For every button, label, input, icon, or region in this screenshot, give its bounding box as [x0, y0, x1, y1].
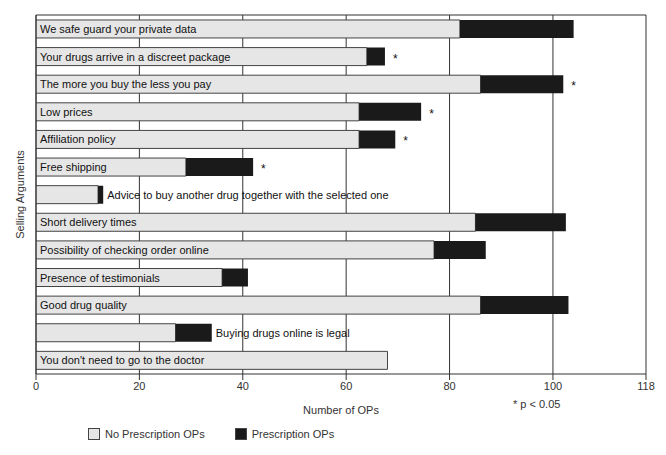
- svg-text:60: 60: [340, 380, 352, 392]
- svg-text:100: 100: [544, 380, 562, 392]
- svg-text:Advice to buy another drug tog: Advice to buy another drug together with…: [107, 189, 388, 201]
- svg-text:Free shipping: Free shipping: [40, 161, 107, 173]
- svg-text:Number of OPs: Number of OPs: [303, 404, 379, 416]
- svg-text:0: 0: [33, 380, 39, 392]
- svg-text:Affiliation policy: Affiliation policy: [40, 133, 116, 145]
- svg-text:*: *: [571, 79, 576, 93]
- svg-text:The more you buy the less you: The more you buy the less you pay: [40, 78, 212, 90]
- html-text:Prescription OPs: Prescription OPs: [251, 428, 335, 440]
- html-text:No Prescription OPs: No Prescription OPs: [105, 428, 205, 440]
- svg-text:Presence of testimonials: Presence of testimonials: [40, 272, 160, 284]
- svg-text:Selling Arguments: Selling Arguments: [14, 150, 26, 239]
- svg-text:*: *: [393, 52, 398, 66]
- svg-text:You don't need to go to the do: You don't need to go to the doctor: [40, 354, 205, 366]
- svg-text:We safe guard your private dat: We safe guard your private data: [40, 23, 197, 35]
- svg-text:*: *: [429, 107, 434, 121]
- svg-text:*: *: [261, 162, 266, 176]
- svg-text:Good drug quality: Good drug quality: [40, 299, 127, 311]
- svg-text:Possibility of checking order: Possibility of checking order online: [40, 244, 209, 256]
- svg-text:*: *: [403, 134, 408, 148]
- html-text:* p < 0.05: * p < 0.05: [513, 398, 561, 410]
- svg-text:Buying drugs online is legal: Buying drugs online is legal: [216, 327, 350, 339]
- svg-text:Your drugs arrive in a discree: Your drugs arrive in a discreet package: [40, 51, 230, 63]
- svg-text:40: 40: [237, 380, 249, 392]
- svg-text:Low prices: Low prices: [40, 106, 93, 118]
- svg-text:118: 118: [637, 380, 655, 392]
- svg-text:80: 80: [443, 380, 455, 392]
- svg-text:Short delivery times: Short delivery times: [40, 216, 137, 228]
- svg-text:20: 20: [133, 380, 145, 392]
